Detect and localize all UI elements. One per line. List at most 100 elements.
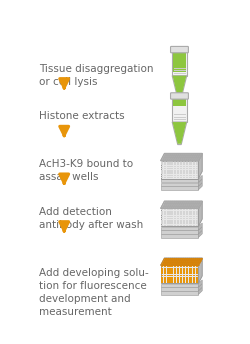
Bar <box>167 268 170 270</box>
Polygon shape <box>172 76 187 98</box>
Bar <box>183 175 185 176</box>
Bar <box>183 170 185 172</box>
Bar <box>192 161 195 163</box>
Bar <box>170 272 173 274</box>
Bar <box>161 211 163 213</box>
Bar <box>180 161 182 163</box>
Bar <box>183 277 185 279</box>
Bar <box>196 218 198 219</box>
Bar <box>174 225 176 226</box>
Bar <box>190 225 192 226</box>
Bar <box>174 209 176 210</box>
Bar <box>170 161 173 163</box>
Bar <box>177 275 179 276</box>
Bar <box>174 177 176 179</box>
Polygon shape <box>160 258 202 265</box>
Bar <box>177 270 179 272</box>
Bar <box>167 177 170 179</box>
Bar <box>177 211 179 213</box>
Bar <box>174 211 176 213</box>
Bar <box>160 265 198 283</box>
Bar <box>170 215 173 217</box>
Bar <box>190 218 192 219</box>
Bar <box>161 279 163 281</box>
Bar <box>170 218 173 219</box>
Bar <box>170 163 173 165</box>
Bar <box>167 218 170 219</box>
Bar <box>167 170 170 172</box>
Bar <box>192 209 195 210</box>
Bar <box>161 175 163 176</box>
Bar <box>161 163 163 165</box>
Bar <box>174 222 176 224</box>
Bar <box>174 279 176 281</box>
Bar <box>186 268 188 270</box>
Bar <box>161 218 163 219</box>
Bar <box>174 213 176 215</box>
Bar <box>190 161 192 163</box>
Bar <box>170 275 173 276</box>
Bar <box>192 211 195 213</box>
Bar <box>196 209 198 210</box>
Bar <box>167 213 170 215</box>
Bar <box>164 172 166 174</box>
Bar <box>174 170 176 172</box>
Bar <box>161 275 163 276</box>
Bar <box>177 279 179 281</box>
Bar <box>177 222 179 224</box>
Bar <box>174 268 176 270</box>
Polygon shape <box>198 227 202 234</box>
Bar <box>177 213 179 215</box>
Bar <box>196 161 198 163</box>
Bar <box>167 209 170 210</box>
Bar <box>170 170 173 172</box>
Bar <box>186 220 188 222</box>
Bar <box>170 168 173 169</box>
Bar <box>174 218 176 219</box>
Text: Tissue disaggregation
or cell lysis: Tissue disaggregation or cell lysis <box>39 64 154 87</box>
Polygon shape <box>198 153 202 179</box>
Bar <box>180 165 182 167</box>
Bar <box>177 215 179 217</box>
Bar <box>196 281 198 283</box>
Bar <box>196 170 198 172</box>
Bar <box>190 266 192 267</box>
Bar <box>164 277 166 279</box>
Bar <box>196 163 198 165</box>
Bar <box>164 211 166 213</box>
Bar <box>167 281 170 283</box>
Bar <box>186 270 188 272</box>
Bar <box>183 268 185 270</box>
Bar <box>186 211 188 213</box>
Bar <box>190 175 192 176</box>
Bar <box>192 270 195 272</box>
Bar <box>174 275 176 276</box>
Bar <box>180 215 182 217</box>
Bar <box>164 272 166 274</box>
Bar <box>160 186 198 190</box>
Polygon shape <box>198 179 202 186</box>
Bar <box>183 168 185 169</box>
Bar <box>190 209 192 210</box>
Bar <box>164 268 166 270</box>
Bar <box>167 211 170 213</box>
Bar <box>186 209 188 210</box>
Bar <box>174 163 176 165</box>
Bar <box>170 172 173 174</box>
Bar <box>180 281 182 283</box>
Bar <box>161 272 163 274</box>
Bar <box>177 163 179 165</box>
Bar <box>196 168 198 169</box>
Bar <box>161 177 163 179</box>
Polygon shape <box>198 258 202 283</box>
Bar <box>164 225 166 226</box>
Bar <box>164 222 166 224</box>
FancyBboxPatch shape <box>170 93 188 99</box>
Bar <box>196 177 198 179</box>
Bar <box>186 218 188 219</box>
Bar <box>167 270 170 272</box>
Bar <box>172 51 186 72</box>
Bar <box>161 266 163 267</box>
Bar <box>186 272 188 274</box>
Bar <box>196 272 198 274</box>
